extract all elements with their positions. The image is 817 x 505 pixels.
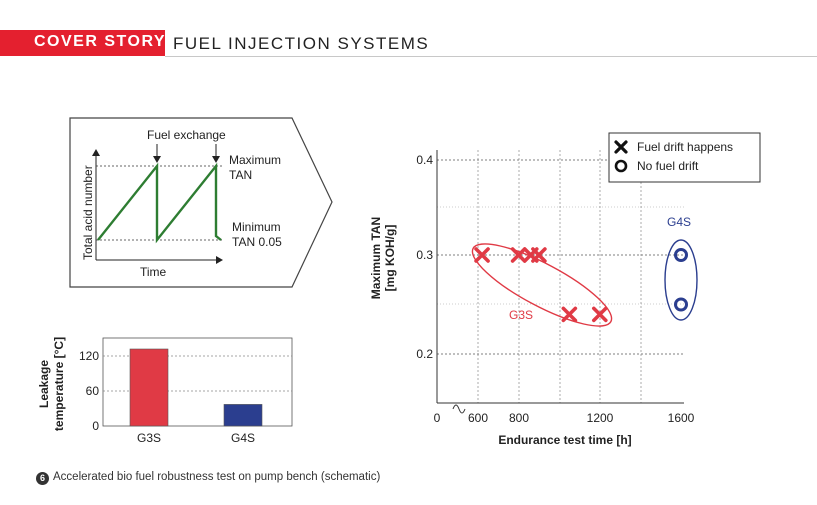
g4s-group-ellipse: [664, 239, 698, 321]
tan-sawtooth-line: [97, 162, 222, 244]
header-title: FUEL INJECTION SYSTEMS: [173, 34, 430, 53]
legend-circle-icon: [614, 159, 628, 173]
legend-drift-label: Fuel drift happens: [637, 140, 733, 154]
legend-nodrift-label: No fuel drift: [637, 159, 699, 173]
scatter-point-g3s-4: [561, 306, 578, 323]
scatter-xtick-0: 0: [434, 411, 441, 425]
schematic-arrow-frame: [69, 117, 333, 288]
scatter-point-g3s-1: [510, 247, 527, 263]
scatter-point-g3s-0: [474, 247, 490, 263]
scatter-point-g4s-0: [674, 248, 688, 262]
scatter-ylabel-line2: [mg KOH/g]: [383, 225, 397, 292]
figure-caption: 6 Accelerated bio fuel robustness test on…: [36, 471, 380, 485]
scatter-point-g3s-5: [592, 306, 608, 323]
scatter-ytick-02: 0.2: [416, 347, 433, 361]
schematic-x-label: Time: [140, 265, 167, 279]
scatter-ylabel-line1: Maximum TAN: [369, 217, 383, 299]
header-divider: [165, 56, 817, 57]
scatter-ytick-04: 0.4: [416, 153, 433, 167]
legend-box: [608, 132, 761, 183]
schematic-y-label: Total acid number: [81, 165, 95, 260]
g3s-group-ellipse: [471, 243, 613, 327]
bar-g3s: [129, 348, 169, 427]
min-label-tan: TAN 0.05: [232, 235, 282, 249]
scatter-xtick-600: 600: [468, 411, 488, 425]
bar-ylabel-line1: Leakage: [37, 360, 51, 408]
axis-break-mark: [452, 404, 466, 414]
scatter-legend: Fuel drift happens No fuel drift: [608, 132, 761, 183]
g3s-group-label: G3S: [509, 308, 533, 322]
bar-ytick-120: 120: [79, 349, 99, 363]
scatter-xtick-1200: 1200: [587, 411, 614, 425]
min-label: Minimum: [232, 220, 281, 234]
max-label-tan: TAN: [229, 168, 252, 182]
legend-cross-icon: [614, 140, 628, 154]
caption-number: 6: [36, 472, 49, 485]
scatter-xtick-1600: 1600: [668, 411, 695, 425]
leakage-bar-chart: 120 60 0 G3S G4S Leakage temperature [°C…: [37, 337, 293, 445]
caption-text: Accelerated bio fuel robustness test on …: [53, 471, 381, 483]
scatter-points: [474, 247, 688, 323]
header-accent-bar: [0, 30, 165, 56]
bar-xtick-g4s: G4S: [231, 431, 255, 445]
tan-schematic: Fuel exchange Maximum TAN Minimum TAN 0.…: [69, 117, 333, 288]
scatter-ytick-03: 0.3: [416, 248, 433, 262]
scatter-point-g3s-3: [531, 247, 547, 263]
max-label: Maximum: [229, 153, 281, 167]
fuel-exchange-label: Fuel exchange: [147, 128, 226, 142]
scatter-point-g4s-1: [674, 297, 688, 312]
scatter-x-label: Endurance test time [h]: [498, 433, 631, 447]
scatter-xtick-800: 800: [509, 411, 529, 425]
bar-xtick-g3s: G3S: [137, 431, 161, 445]
tan-scatter-chart: G3S G4S 0.4 0.3 0.2 0 600 800 1200 1600 …: [369, 132, 761, 447]
bar-g4s: [223, 404, 263, 427]
bar-ytick-60: 60: [86, 384, 100, 398]
header-tag: COVER STORY: [34, 33, 167, 50]
g4s-group-label: G4S: [667, 215, 691, 229]
bar-ylabel-line2: temperature [°C]: [52, 337, 66, 431]
bar-ytick-0: 0: [92, 419, 99, 433]
